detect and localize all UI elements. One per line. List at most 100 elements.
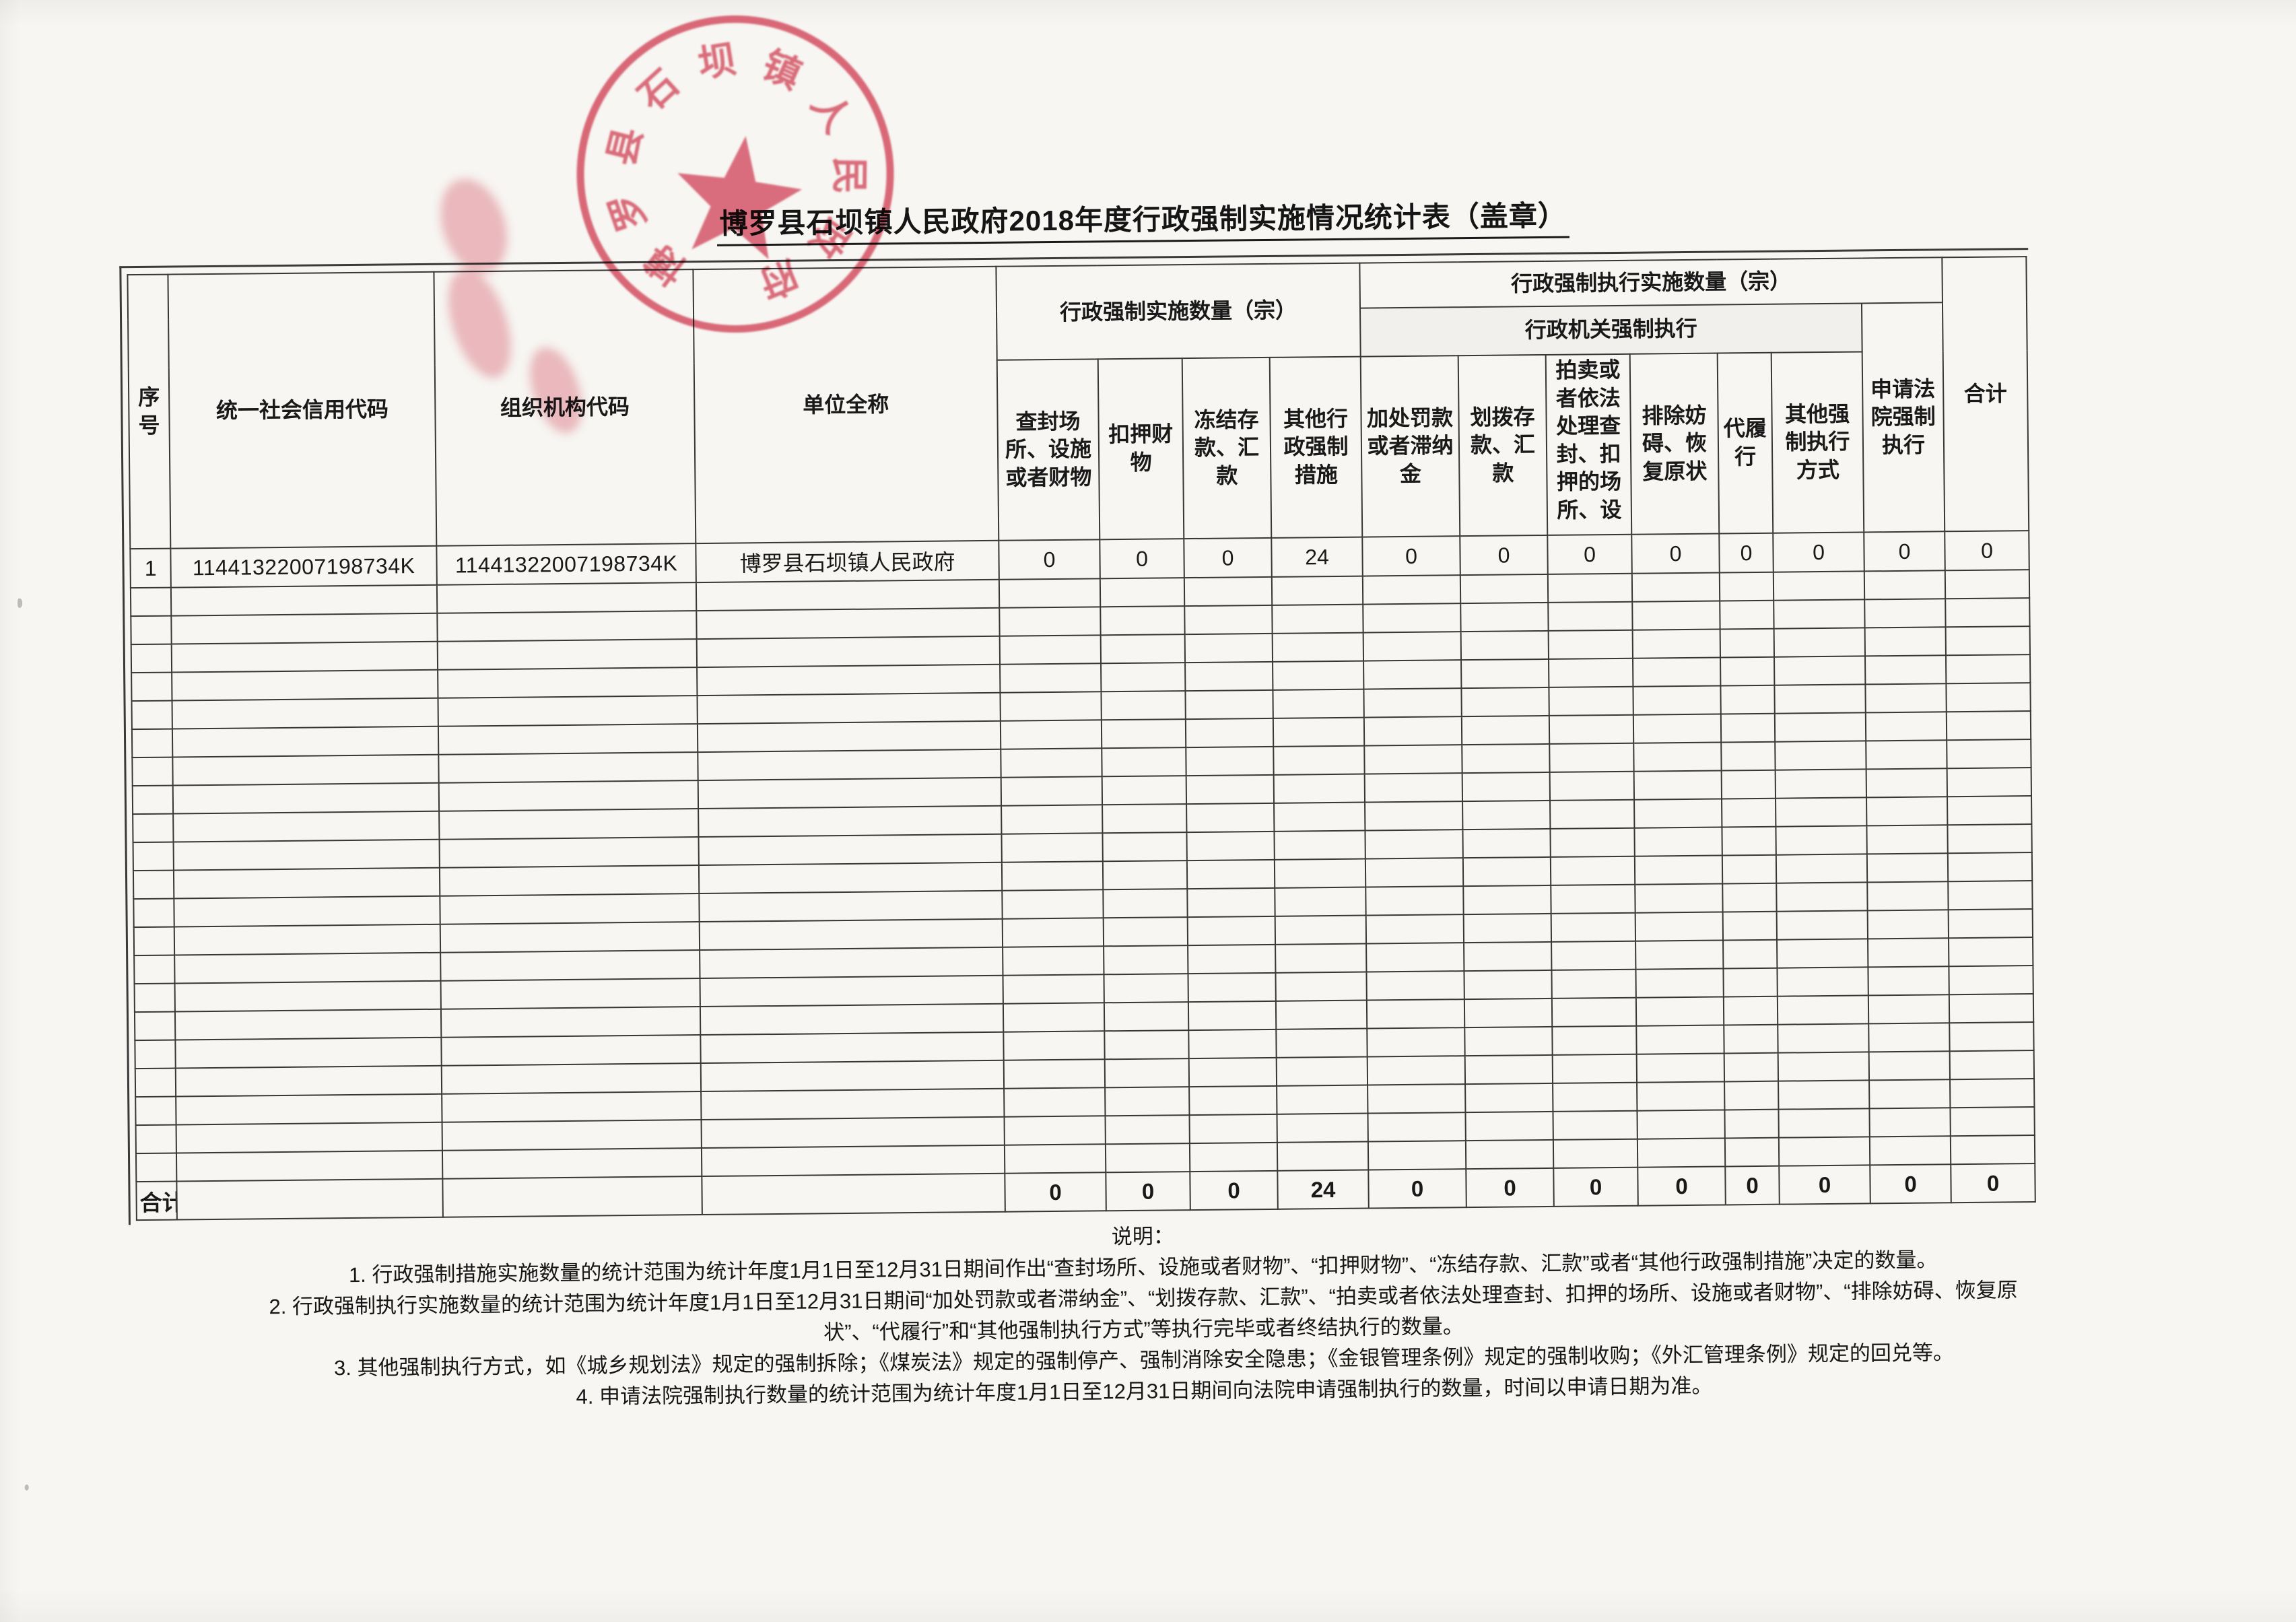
empty-cell bbox=[1724, 1081, 1779, 1110]
total-value-cell: 24 bbox=[1277, 1170, 1369, 1209]
empty-cell bbox=[1187, 887, 1275, 918]
cell-value: 0 bbox=[1631, 533, 1720, 574]
total-empty-cell bbox=[702, 1173, 1005, 1215]
empty-cell bbox=[1865, 655, 1947, 685]
empty-cell bbox=[1275, 915, 1367, 945]
empty-cell bbox=[1722, 798, 1776, 827]
empty-cell bbox=[698, 834, 1002, 866]
empty-cell bbox=[1722, 883, 1777, 912]
total-value-cell: 0 bbox=[1870, 1164, 1951, 1204]
empty-cell bbox=[441, 1035, 701, 1066]
empty-cell bbox=[1275, 972, 1367, 1001]
empty-cell bbox=[1101, 691, 1186, 720]
empty-cell bbox=[1724, 1024, 1778, 1054]
empty-cell bbox=[1366, 999, 1465, 1029]
empty-cell bbox=[174, 896, 440, 927]
total-value-cell: 0 bbox=[1779, 1165, 1870, 1205]
empty-cell bbox=[133, 898, 174, 928]
empty-cell bbox=[1275, 887, 1366, 916]
empty-cell bbox=[135, 1124, 176, 1154]
empty-cell bbox=[1366, 943, 1464, 972]
empty-cell bbox=[1637, 1110, 1725, 1139]
empty-cell bbox=[135, 1096, 176, 1126]
cell-value: 0 bbox=[1945, 531, 2029, 571]
empty-cell bbox=[133, 870, 174, 900]
empty-cell bbox=[1777, 967, 1868, 996]
empty-cell bbox=[442, 1120, 702, 1151]
empty-cell bbox=[1549, 714, 1634, 744]
empty-cell bbox=[1003, 1031, 1105, 1060]
empty-cell bbox=[1274, 858, 1366, 888]
seal-ring-char: 坝 bbox=[695, 38, 739, 86]
empty-cell bbox=[1188, 972, 1276, 1003]
empty-cell bbox=[438, 724, 698, 755]
empty-cell bbox=[1866, 740, 1947, 770]
header-unit-name: 单位全称 bbox=[693, 266, 999, 544]
cell-value: 0 bbox=[1100, 539, 1184, 579]
seal-ring-char: 县 bbox=[599, 123, 650, 170]
empty-cell bbox=[171, 613, 438, 644]
empty-cell bbox=[135, 1040, 176, 1069]
empty-cell bbox=[999, 607, 1101, 636]
empty-cell bbox=[1778, 1023, 1869, 1053]
empty-cell bbox=[1001, 833, 1103, 863]
empty-cell bbox=[1004, 1116, 1106, 1145]
empty-cell bbox=[1185, 689, 1273, 720]
empty-cell bbox=[1774, 712, 1866, 742]
empty-cell bbox=[1275, 1000, 1368, 1029]
empty-cell bbox=[1001, 861, 1104, 891]
empty-cell bbox=[701, 1145, 1005, 1177]
empty-cell bbox=[1946, 711, 2031, 741]
notes-block: 说明： 1. 行政强制措施实施数量的统计范围为统计年度1月1日至12月31日期间… bbox=[112, 1211, 2175, 1417]
empty-cell bbox=[1104, 974, 1188, 1003]
total-empty-cell bbox=[442, 1176, 702, 1217]
empty-cell bbox=[1637, 1138, 1726, 1168]
empty-cell bbox=[1184, 605, 1273, 635]
empty-cell bbox=[173, 839, 440, 871]
empty-cell bbox=[174, 1009, 442, 1040]
empty-cell bbox=[1720, 628, 1775, 658]
empty-cell bbox=[1549, 771, 1635, 801]
scan-speck bbox=[24, 1484, 29, 1491]
empty-cell bbox=[134, 983, 175, 1013]
empty-cell bbox=[1363, 688, 1462, 718]
empty-cell bbox=[1274, 802, 1365, 832]
empty-cell bbox=[1635, 883, 1723, 913]
header-group-agency: 行政机关强制执行 bbox=[1360, 303, 1862, 357]
empty-cell bbox=[1776, 882, 1868, 912]
empty-cell bbox=[699, 890, 1003, 922]
empty-cell bbox=[438, 780, 699, 811]
empty-cell bbox=[131, 700, 172, 730]
empty-cell bbox=[1551, 912, 1636, 942]
empty-cell bbox=[135, 1153, 177, 1182]
cell-org-code: 11441322007198734K bbox=[436, 543, 696, 585]
header-total: 合计 bbox=[1942, 257, 2029, 532]
page-title-text: 博罗县石坝镇人民政府2018年度行政强制实施情况统计表（盖章） bbox=[716, 199, 1570, 246]
empty-cell bbox=[1631, 572, 1720, 602]
empty-cell bbox=[1723, 996, 1778, 1025]
empty-cell bbox=[1003, 1003, 1105, 1032]
header-court: 申请法院强制执行 bbox=[1861, 302, 1945, 533]
empty-cell bbox=[698, 805, 1002, 838]
empty-cell bbox=[1186, 774, 1275, 805]
empty-cell bbox=[1720, 600, 1774, 630]
empty-cell bbox=[132, 785, 174, 815]
empty-cell bbox=[1724, 1137, 1780, 1167]
empty-cell bbox=[1950, 1079, 2035, 1108]
empty-cell bbox=[1720, 685, 1775, 714]
empty-cell bbox=[1947, 852, 2033, 882]
statistics-table-zone: 序号 统一社会信用代码 组织机构代码 单位全称 行政强制实施数量（宗） 行政强制… bbox=[119, 248, 2037, 1225]
empty-cell bbox=[1001, 748, 1102, 778]
empty-cell bbox=[1188, 1029, 1277, 1059]
empty-cell bbox=[1777, 939, 1868, 968]
empty-cell bbox=[1102, 832, 1187, 862]
empty-cell bbox=[1189, 1114, 1277, 1144]
empty-cell bbox=[1723, 939, 1778, 969]
empty-cell bbox=[1774, 599, 1865, 629]
table-body: 1 11441322007198734K 11441322007198734K 博罗县… bbox=[130, 531, 2035, 1221]
cell-value: 0 bbox=[1184, 537, 1272, 578]
empty-cell bbox=[1464, 970, 1552, 1000]
header-group-measures: 行政强制实施数量（宗） bbox=[996, 263, 1361, 360]
empty-cell bbox=[1000, 691, 1102, 721]
empty-cell bbox=[1947, 768, 2032, 797]
